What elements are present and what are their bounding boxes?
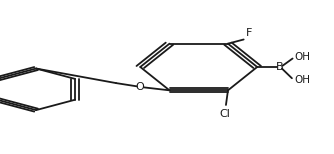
Text: O: O: [136, 82, 145, 92]
Text: OH: OH: [294, 52, 310, 62]
Text: Cl: Cl: [220, 109, 231, 119]
Text: F: F: [246, 28, 253, 38]
Text: B: B: [276, 62, 284, 72]
Text: OH: OH: [294, 75, 310, 85]
